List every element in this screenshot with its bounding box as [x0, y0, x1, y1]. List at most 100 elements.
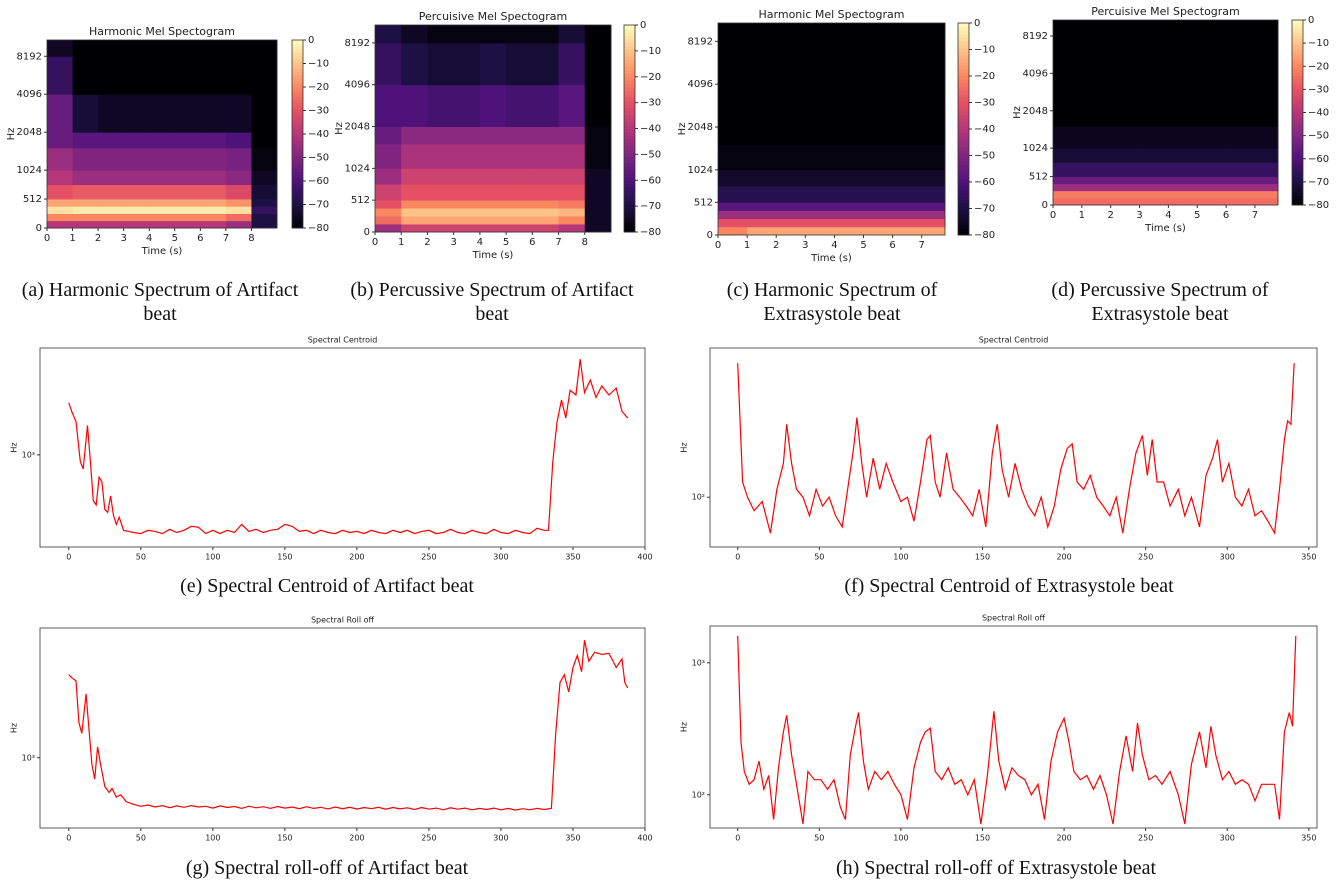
heatmap-cell — [123, 94, 150, 133]
x-tick-label: 0 — [44, 233, 50, 244]
colorbar-swatch — [292, 130, 303, 135]
x-tick-label: 1 — [1079, 210, 1085, 221]
heatmap-cell — [401, 84, 428, 127]
heatmap-cell — [892, 226, 923, 236]
heatmap-cell — [1139, 20, 1169, 37]
heatmap-cell — [863, 202, 894, 211]
colorbar-swatch — [1292, 155, 1303, 160]
heatmap-cell — [863, 144, 894, 171]
colorbar-swatch — [292, 87, 303, 91]
colorbar-swatch — [1292, 72, 1303, 76]
heatmap-cell — [532, 184, 559, 201]
colorbar-swatch — [958, 107, 969, 112]
heatmap-cell — [1226, 190, 1256, 199]
plot-frame — [39, 347, 646, 548]
heatmap-cell — [427, 224, 455, 233]
heatmap-cell — [1110, 126, 1140, 149]
colorbar-swatch — [292, 215, 303, 220]
colorbar-swatch — [958, 47, 969, 52]
colorbar-swatch — [958, 40, 969, 45]
colorbar-swatch — [292, 177, 303, 182]
heatmap-cell — [1197, 73, 1227, 112]
y-axis-label: Hz — [6, 128, 17, 141]
colorbar-tick-label: −50 — [974, 151, 995, 162]
x-tick-label: 5 — [860, 240, 866, 251]
figure-caption: (c) Harmonic Spectrum of Extrasystole be… — [726, 279, 938, 325]
x-tick-label: 250 — [1138, 553, 1153, 562]
heatmap-cell — [251, 170, 278, 186]
heatmap-cell — [251, 132, 278, 149]
heatmap-cell — [401, 208, 428, 217]
heatmap-cell — [1081, 73, 1112, 112]
heatmap-cell — [1053, 73, 1083, 112]
heatmap-cell — [584, 84, 612, 127]
heatmap-cell — [174, 132, 201, 149]
heatmap-cell — [1168, 73, 1198, 112]
subplot: 0 −10 −20 −30 −40 −50 −60 −70 −80 0 1 2 3 4 5 6 7 0 512 102… — [677, 8, 995, 264]
colorbar-tick-label: −10 — [308, 59, 329, 70]
colorbar-swatch — [1292, 35, 1303, 39]
colorbar-swatch — [1292, 87, 1303, 92]
heatmap-cell — [805, 169, 835, 187]
colorbar-swatch — [292, 155, 303, 160]
heatmap-cell — [834, 186, 864, 203]
heatmap-cell — [375, 126, 402, 145]
x-tick-label: 350 — [565, 553, 580, 562]
x-tick-label: 350 — [1301, 553, 1316, 562]
heatmap-cell — [532, 84, 559, 127]
y-axis-label: Hz — [10, 442, 19, 452]
colorbar-swatch — [292, 212, 303, 216]
colorbar-tick-label: −60 — [640, 175, 661, 186]
colorbar-swatch — [624, 221, 635, 226]
heatmap-cell — [47, 206, 73, 214]
heatmap-cell — [225, 40, 252, 57]
heatmap-cell — [558, 200, 586, 209]
colorbar-swatch — [624, 228, 635, 233]
colorbar-swatch — [958, 192, 969, 197]
heatmap-cell — [805, 202, 835, 211]
heatmap-cell — [72, 94, 99, 133]
x-tick-label: 50 — [814, 834, 824, 843]
x-tick-label: 100 — [893, 553, 908, 562]
heatmap-cell — [427, 208, 455, 217]
heatmap-cell — [453, 216, 481, 225]
heatmap-cell — [479, 25, 507, 44]
heatmap-cell — [584, 208, 612, 217]
heatmap-cell — [225, 170, 252, 186]
colorbar-swatch — [624, 211, 635, 216]
colorbar-swatch — [1292, 97, 1303, 101]
heatmap-cell — [427, 168, 455, 185]
x-tick-label: 0 — [66, 553, 71, 562]
heatmap-cell — [1226, 73, 1256, 112]
colorbar-swatch — [624, 194, 635, 198]
colorbar-swatch — [1292, 41, 1303, 46]
colorbar-swatch — [624, 42, 635, 47]
heatmap-cell — [863, 226, 894, 236]
heatmap-cell — [453, 126, 481, 145]
heatmap-cell — [892, 41, 923, 85]
heatmap-cell — [123, 213, 150, 222]
heatmap-cell — [747, 126, 777, 146]
heatmap-cell — [805, 210, 835, 220]
heatmap-cell — [174, 40, 201, 57]
x-tick-label: 50 — [136, 553, 146, 562]
heatmap-cell — [1197, 126, 1227, 149]
figure-caption: (e) Spectral Centroid of Artifact beat — [180, 575, 474, 597]
heatmap-cell — [427, 25, 455, 44]
colorbar-swatch — [1292, 124, 1303, 129]
colorbar-swatch — [1292, 127, 1303, 132]
heatmap-cell — [892, 23, 923, 42]
colorbar-swatch — [1292, 69, 1303, 73]
colorbar-swatch — [292, 221, 303, 226]
colorbar-swatch — [624, 163, 635, 167]
colorbar-swatch — [292, 115, 303, 119]
heatmap-cell — [174, 147, 201, 171]
heatmap-cell — [98, 206, 125, 214]
heatmap-cell — [834, 226, 864, 236]
colorbar-swatch — [958, 160, 969, 165]
colorbar-swatch — [624, 204, 635, 209]
heatmap-cell — [834, 84, 864, 128]
x-tick-label: 3 — [120, 233, 126, 244]
subplot: 0 50 100 150 200 250 300 350 400 10³ Spectral Roll… — [10, 616, 653, 843]
heatmap-cell — [1197, 190, 1227, 199]
